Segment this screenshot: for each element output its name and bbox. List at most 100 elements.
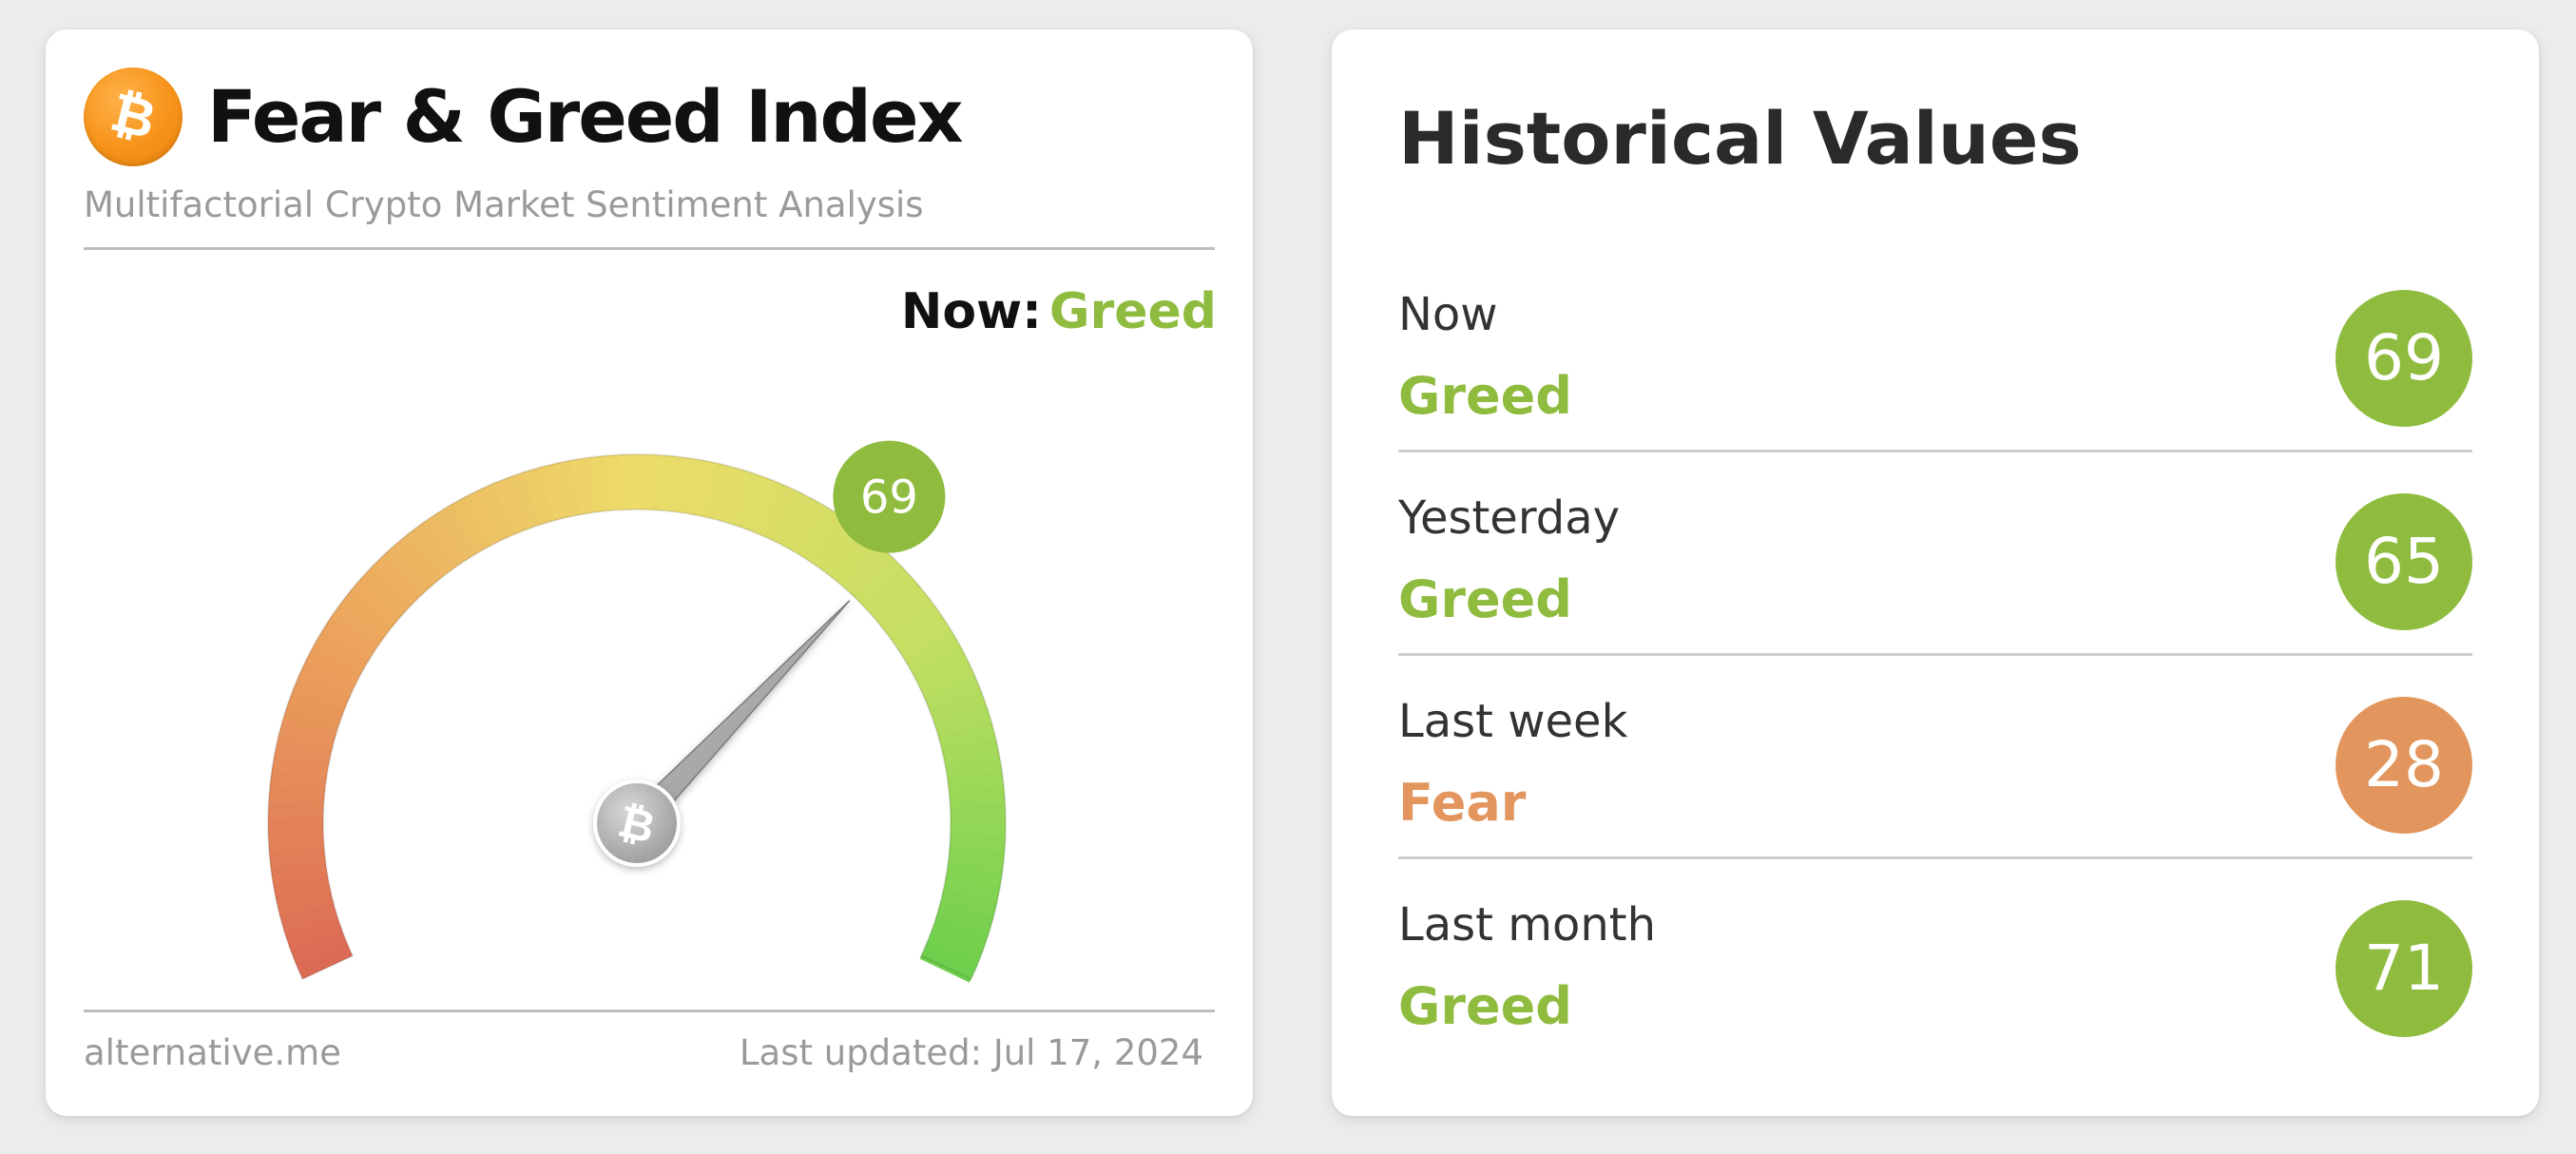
gauge-arc-segment xyxy=(934,903,994,937)
header-divider xyxy=(84,247,1215,250)
gauge-arc-segment xyxy=(604,454,626,511)
gauge-arc-segment xyxy=(539,462,571,521)
gauge-arc-segment xyxy=(919,942,978,983)
gauge-arc-segment xyxy=(905,631,963,676)
gauge-arc xyxy=(267,453,1007,983)
row-divider xyxy=(1398,653,2472,656)
gauge-arc-segment xyxy=(872,579,927,629)
gauge-arc-segment xyxy=(912,645,971,688)
gauge-arc-segment xyxy=(283,914,342,949)
source-link[interactable]: alternative.me xyxy=(84,1032,341,1073)
now-value: Greed xyxy=(1048,283,1217,340)
history-period: Last month xyxy=(1398,898,1657,952)
gauge-arc-segment xyxy=(945,861,1004,890)
history-period: Yesterday xyxy=(1398,491,1621,545)
card-header: ₿ Fear & Greed Index xyxy=(84,67,1215,166)
gauge-arc-segment xyxy=(930,690,989,727)
last-updated: Last updated: Jul 17, 2024 xyxy=(739,1032,1203,1073)
gauge-arc-segment xyxy=(889,605,946,652)
fear-greed-card: ₿ Fear & Greed Index Multifactorial Cryp… xyxy=(46,29,1253,1116)
gauge-arc-segment xyxy=(939,889,998,921)
gauge-arc-segment xyxy=(463,489,505,547)
gauge-arc-segment xyxy=(797,506,842,563)
gauge-arc-segment xyxy=(408,521,456,578)
gauge-arc-segment xyxy=(620,454,642,510)
row-divider xyxy=(1398,856,2472,859)
gauge-arc-segment xyxy=(784,497,829,555)
gauge-arc-segment xyxy=(271,750,330,779)
gauge-arc-segment xyxy=(862,567,916,619)
gauge-arc-segment xyxy=(692,460,722,518)
gauge-arc-segment xyxy=(918,661,977,702)
gauge-arc-segment xyxy=(720,467,755,527)
row-divider xyxy=(1398,450,2472,452)
gauge-arc-segment xyxy=(395,531,446,587)
gauge-arc-segment xyxy=(924,675,983,714)
history-value-badge: 71 xyxy=(2336,900,2472,1037)
gauge-arc-outline xyxy=(267,453,1007,981)
gauge-arc-segment xyxy=(942,875,1001,906)
gauge-arc-segment xyxy=(279,899,337,933)
gauge-value-badge: 69 xyxy=(833,440,946,553)
gauge-arc-segment xyxy=(371,552,424,606)
gauge-arc-segment xyxy=(330,601,387,649)
gauge-arc-segment xyxy=(281,702,341,738)
history-classification: Greed xyxy=(1398,976,1572,1036)
history-value-badge: 28 xyxy=(2336,697,2472,834)
gauge-arc-segment xyxy=(772,490,815,548)
history-period: Last week xyxy=(1398,695,1628,748)
history-classification: Greed xyxy=(1398,569,1572,629)
page-subtitle: Multifactorial Crypto Market Sentiment A… xyxy=(84,184,924,225)
history-classification: Fear xyxy=(1398,773,1527,833)
gauge-arc-segment xyxy=(321,614,378,661)
history-row-yesterday: Yesterday Greed 65 xyxy=(1398,478,2472,682)
now-label: Now: xyxy=(900,283,1042,340)
gauge-arc-segment xyxy=(733,471,770,531)
history-classification: Greed xyxy=(1398,366,1572,426)
gauge-arc-segment xyxy=(292,672,351,711)
gauge-arc-segment xyxy=(931,916,990,952)
gauge-arc-segment xyxy=(339,588,395,638)
gauge-arc-segment xyxy=(950,802,1006,824)
gauge-arc-segment xyxy=(349,576,404,626)
historical-title: Historical Values xyxy=(1398,96,2082,181)
gauge-arc-segment xyxy=(934,706,993,740)
gauge-arc-segment xyxy=(298,657,357,699)
gauge-arc-segment xyxy=(449,495,492,554)
page-title: Fear & Greed Index xyxy=(207,74,964,159)
gauge-arc-segment xyxy=(523,466,558,525)
bitcoin-logo-glyph: ₿ xyxy=(105,81,163,152)
gauge-arc-segment xyxy=(434,504,480,561)
gauge-arc-segment xyxy=(274,734,333,765)
current-sentiment: Now: Greed xyxy=(901,279,1217,345)
gauge-arc-segment xyxy=(383,542,434,596)
history-value-badge: 65 xyxy=(2336,493,2472,630)
gauge-arc-segment xyxy=(746,477,785,536)
gauge-arc-segment xyxy=(492,476,530,535)
gauge-arc-segment xyxy=(705,463,739,522)
gauge-arc-segment xyxy=(313,628,371,673)
history-period: Now xyxy=(1398,288,1498,341)
gauge-arc-segment xyxy=(278,718,336,751)
history-value-badge: 69 xyxy=(2336,290,2472,427)
gauge-arc-segment xyxy=(852,555,905,608)
sentiment-gauge: ₿ 69 xyxy=(267,440,1007,983)
gauge-arc-segment xyxy=(679,457,706,515)
gauge-arc-segment xyxy=(286,687,346,724)
gauge-arc-segment xyxy=(275,886,334,917)
gauge-arc-segment xyxy=(759,483,800,542)
gauge-arc-segment xyxy=(925,930,984,968)
gauge-arc-segment xyxy=(938,721,997,755)
gauge-arc-segment xyxy=(305,643,364,685)
gauge-arc-segment xyxy=(360,564,414,616)
gauge-hub: ₿ xyxy=(593,779,681,867)
history-row-last-month: Last month Greed 71 xyxy=(1398,885,2472,1088)
gauge-arc-segment xyxy=(880,591,936,641)
gauge-arc-segment xyxy=(842,544,894,598)
footer-divider xyxy=(84,1010,1215,1012)
historical-values-card: Historical Values Now Greed 69 Yesterday… xyxy=(1332,29,2539,1116)
gauge-value-text: 69 xyxy=(860,471,918,525)
gauge-arc-segment xyxy=(949,786,1006,810)
gauge-arc-segment xyxy=(288,927,347,965)
gauge-arc-segment xyxy=(897,618,954,664)
